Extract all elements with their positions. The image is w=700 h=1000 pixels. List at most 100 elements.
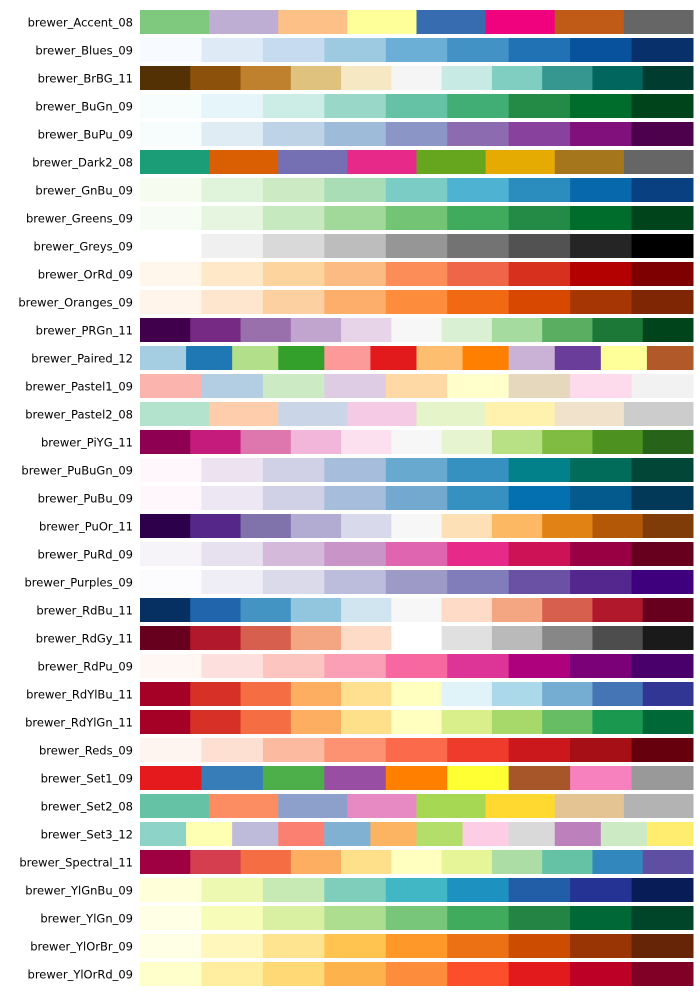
color-swatch — [278, 794, 348, 818]
color-swatch — [324, 962, 387, 986]
color-swatch — [631, 290, 694, 314]
color-swatch — [491, 626, 543, 650]
color-swatch — [190, 430, 242, 454]
color-swatch — [341, 430, 392, 454]
palette-name: brewer_PuRd_09 — [37, 548, 133, 562]
palette-name: brewer_YlOrRd_09 — [28, 968, 133, 982]
color-swatch — [447, 206, 510, 230]
color-swatch — [631, 542, 694, 566]
color-swatch — [391, 514, 443, 538]
color-swatch — [190, 598, 242, 622]
color-swatch — [646, 346, 694, 370]
color-swatch — [385, 570, 448, 594]
color-swatch — [201, 458, 264, 482]
color-swatch — [592, 430, 644, 454]
color-swatch — [462, 822, 510, 846]
color-swatch — [140, 234, 202, 258]
color-swatch — [140, 206, 202, 230]
color-swatch — [370, 822, 417, 846]
color-swatch — [441, 626, 493, 650]
color-swatch — [262, 906, 325, 930]
color-swatch — [631, 262, 694, 286]
color-swatch — [201, 38, 264, 62]
color-swatch — [190, 66, 242, 90]
color-swatch — [592, 710, 644, 734]
color-swatch — [385, 38, 448, 62]
color-swatch — [592, 66, 644, 90]
color-swatch — [140, 542, 202, 566]
color-swatch — [592, 598, 644, 622]
color-swatch — [240, 850, 292, 874]
color-swatch — [209, 10, 279, 34]
color-swatch — [391, 430, 443, 454]
color-swatch — [341, 598, 392, 622]
color-swatch — [391, 626, 443, 650]
color-swatch — [341, 682, 392, 706]
color-swatch — [447, 486, 510, 510]
color-swatch — [240, 626, 292, 650]
color-swatch — [341, 710, 392, 734]
color-swatch — [447, 262, 510, 286]
color-swatch — [201, 542, 264, 566]
color-swatch — [140, 486, 202, 510]
color-swatch — [140, 570, 202, 594]
color-swatch — [347, 10, 417, 34]
color-swatch — [385, 234, 448, 258]
color-swatch — [201, 738, 264, 762]
color-swatch — [554, 346, 602, 370]
color-swatch — [508, 290, 571, 314]
color-swatch — [391, 66, 443, 90]
color-swatch — [324, 878, 387, 902]
palette-name: brewer_Blues_09 — [35, 44, 133, 58]
color-swatch — [385, 122, 448, 146]
color-swatch — [290, 710, 342, 734]
color-swatch — [592, 682, 644, 706]
color-swatch — [441, 318, 493, 342]
palette-name: brewer_Set3_12 — [41, 828, 133, 842]
color-swatch — [186, 822, 233, 846]
color-swatch — [341, 626, 392, 650]
color-swatch — [240, 682, 292, 706]
color-swatch — [262, 878, 325, 902]
color-swatch — [385, 934, 448, 958]
color-swatch — [190, 682, 242, 706]
palette-name: brewer_Pastel2_08 — [25, 408, 133, 422]
palette-name: brewer_Spectral_11 — [19, 856, 133, 870]
color-swatch — [642, 66, 694, 90]
color-swatch — [447, 962, 510, 986]
palette-name: brewer_Set1_09 — [41, 772, 133, 786]
color-swatch — [485, 150, 556, 174]
color-swatch — [441, 430, 493, 454]
color-swatch — [324, 374, 387, 398]
color-swatch — [347, 402, 417, 426]
color-swatch — [391, 598, 443, 622]
color-swatch — [631, 94, 694, 118]
color-swatch — [508, 542, 571, 566]
color-swatch — [324, 206, 387, 230]
palette-name: brewer_PuOr_11 — [39, 520, 133, 534]
color-swatch — [570, 906, 633, 930]
palette-name: brewer_Pastel1_09 — [25, 380, 133, 394]
color-swatch — [508, 822, 556, 846]
color-swatch — [290, 66, 342, 90]
color-swatch — [324, 934, 387, 958]
color-swatch — [186, 346, 233, 370]
color-swatch — [290, 598, 342, 622]
color-swatch — [416, 402, 487, 426]
color-swatch — [324, 94, 387, 118]
color-swatch — [324, 906, 387, 930]
palette-name: brewer_RdBu_11 — [36, 604, 133, 618]
color-swatch — [385, 542, 448, 566]
color-swatch — [508, 206, 571, 230]
color-swatch — [262, 542, 325, 566]
color-swatch — [140, 934, 202, 958]
color-swatch — [631, 738, 694, 762]
color-swatch — [385, 906, 448, 930]
color-swatch — [385, 878, 448, 902]
color-swatch — [491, 598, 543, 622]
color-swatch — [631, 122, 694, 146]
color-swatch — [570, 262, 633, 286]
color-swatch — [190, 514, 242, 538]
color-swatch — [491, 318, 543, 342]
color-swatch — [600, 822, 648, 846]
